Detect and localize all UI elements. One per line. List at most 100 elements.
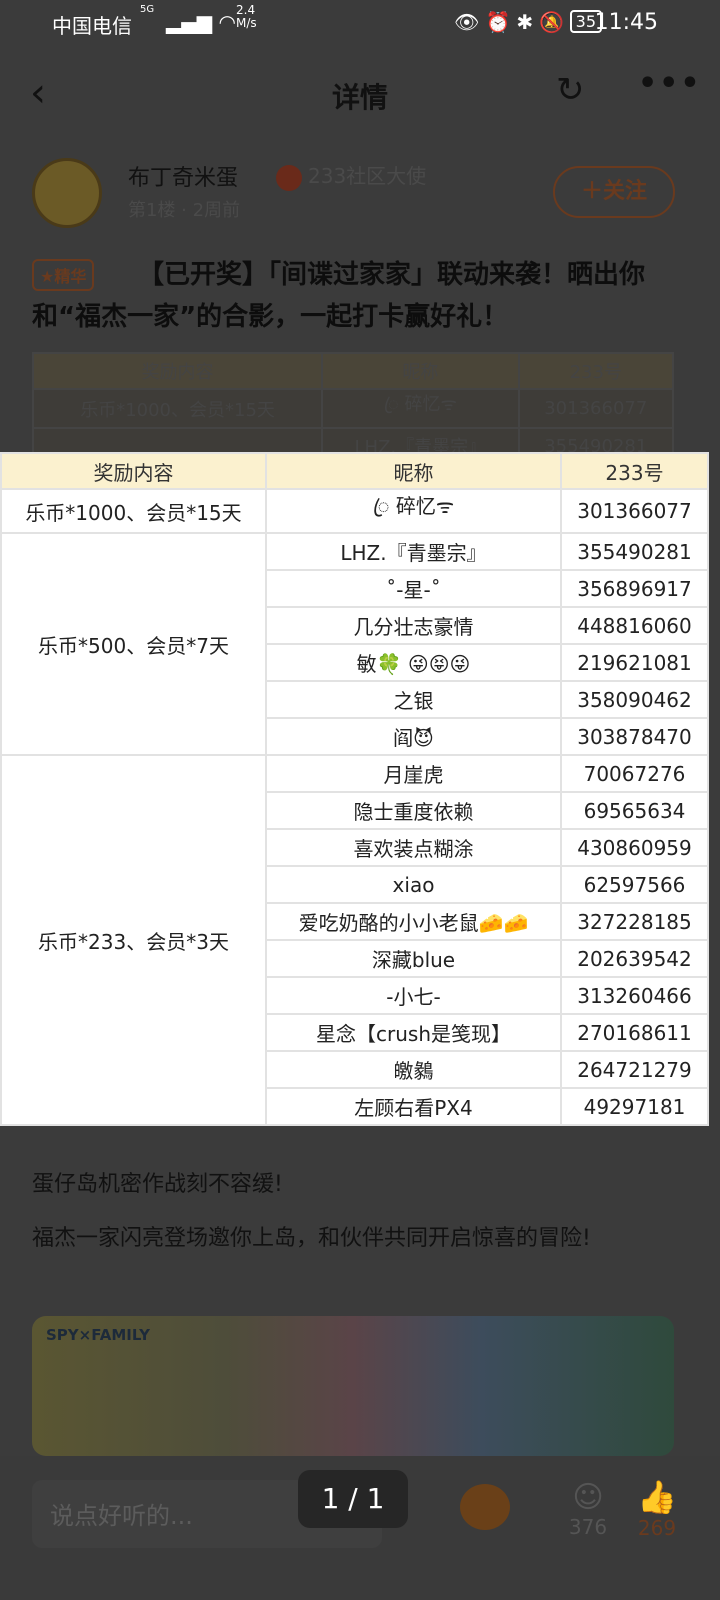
id-cell: 356896917 [560,569,709,608]
comment-count: 376 [568,1515,608,1539]
header-id: 233号 [560,452,709,490]
post-title: 【已开奖】「间谍过家家」联动来袭！晒出你和“福杰一家”的合影，一起打卡赢好礼！ [32,260,646,332]
table-row: 深藏blue 202639542 [1,939,709,978]
table-row: 左顾右看PX4 49297181 [1,1087,709,1126]
nickname-cell: 几分壮志豪情 [265,606,562,645]
bg-cell: 301366077 [517,388,675,429]
network-type: 5G [140,4,155,15]
like-button[interactable]: 👍 269 [632,1478,682,1540]
nickname-cell: 阎😈 [265,717,562,756]
nickname-cell: 喜欢装点糊涂 [265,828,562,867]
table-row: 乐币*233、会员*3天 月崖虎 70067276 [0,754,709,1126]
table-row: 隐士重度依赖 69565634 [1,791,709,830]
reward-cell: 乐币*500、会员*7天 [0,532,267,756]
page-title: 详情 [331,81,388,114]
follow-button[interactable]: ＋关注 [553,166,675,218]
nickname-cell: 星念【crush是笺现】 [265,1013,562,1052]
bg-header: 奖励内容 [31,352,324,390]
avatar[interactable] [32,158,102,228]
id-cell: 69565634 [560,791,709,830]
table-row: 乐币*500、会员*7天 LHZ.『青墨宗』 355490281 [0,532,709,756]
table-header-row: 奖励内容 昵称 233号 [0,452,709,490]
id-cell: 49297181 [560,1087,709,1126]
table-row: 喜欢装点糊涂 430860959 [1,828,709,867]
table-row: 阎😈 303878470 [1,717,709,756]
id-cell: 355490281 [560,532,709,571]
reward-table-image[interactable]: 奖励内容 昵称 233号 乐币*1000、会员*15天ꦿ 碎忆ᯤ 30136607… [0,452,709,1126]
post-meta: 第1楼 · 2周前 [128,200,241,221]
table-row: 爱吃奶酪的小小老鼠🧀🧀 327228185 [1,902,709,941]
thumbs-up-icon: 👍 [637,1478,677,1516]
comment-button[interactable]: ☺ 376 [566,1480,610,1539]
chevron-left-icon[interactable]: ‹ [30,70,46,116]
bg-header: 昵称 [321,352,520,390]
id-cell: 327228185 [560,902,709,941]
header-nickname: 昵称 [265,452,562,490]
id-cell: 303878470 [560,717,709,756]
post-paragraph: 蛋仔岛机密作战刻不容缓! [32,1172,283,1197]
id-cell: 301366077 [560,488,709,534]
table-row: 星念【crush是笺现】 270168611 [1,1013,709,1052]
nickname-cell: 左顾右看PX4 [265,1087,562,1126]
reward-cell: 乐币*1000、会员*15天 [0,488,267,534]
clock: 11:45 [594,10,658,35]
bg-cell: ꦿ 碎忆ᯤ [321,388,520,429]
bg-header: 233号 [517,352,675,390]
post-paragraph: 福杰一家闪亮登场邀你上岛，和伙伴共同开启惊喜的冒险! [32,1226,591,1251]
post-image[interactable]: SPY×FAMILY [32,1316,674,1456]
badge-icon [276,164,302,191]
bg-cell: 乐币*1000、会员*15天 [31,388,324,429]
nickname-cell: 之银 [265,680,562,719]
nickname-cell: -小七- [265,976,562,1015]
nickname-cell: 爱吃奶酪的小小老鼠🧀🧀 [265,902,562,941]
id-cell: 70067276 [560,754,709,793]
id-cell: 448816060 [560,606,709,645]
table-row: xiao 62597566 [1,865,709,904]
id-cell: 219621081 [560,643,709,682]
id-cell: 430860959 [560,828,709,867]
nickname-cell: ˚-星-˚ [265,569,562,608]
id-cell: 313260466 [560,976,709,1015]
author-badge: 233社区大使 [276,160,426,191]
banner-logo: SPY×FAMILY [46,1326,150,1344]
network-speed: 2.4 M/s [236,3,257,30]
battery: 35 [569,10,602,33]
background-table: 奖励内容 昵称 233号 乐币*1000、会员*15天ꦿ 碎忆ᯤ 301366077 … [31,352,675,465]
table-row: 乐币*1000、会员*15天ꦿ 碎忆ᯤ 301366077 [0,488,709,534]
reward-cell: 乐币*233、会员*3天 [0,754,267,1126]
table-row: 之银 358090462 [1,680,709,719]
mascot-icon[interactable] [460,1484,510,1530]
carrier: 中国电信 [52,14,132,38]
top-nav: ‹ 详情 ↻ ••• [0,60,720,126]
share-icon[interactable]: ↻ [556,70,585,110]
more-icon[interactable]: ••• [638,66,702,101]
nickname-cell: 皦鶨 [265,1050,562,1089]
nickname-cell: xiao [265,865,562,904]
id-cell: 264721279 [560,1050,709,1089]
badge-label: 233社区大使 [308,164,427,188]
status-icons: 👁⏰✱🔕 [454,10,570,34]
id-cell: 358090462 [560,680,709,719]
nickname-cell: 月崖虎 [265,754,562,793]
id-cell: 202639542 [560,939,709,978]
nickname-cell: 深藏blue [265,939,562,978]
nickname-cell: LHZ.『青墨宗』 [265,532,562,571]
comment-icon: ☺ [572,1480,604,1515]
table-row: 敏🍀 😜😝😜 219621081 [1,643,709,682]
table-row: 皦鶨 264721279 [1,1050,709,1089]
essence-tag: ★精华 [32,259,95,291]
nickname-cell: 敏🍀 😜😝😜 [265,643,562,682]
id-cell: 62597566 [560,865,709,904]
header-reward: 奖励内容 [0,452,267,490]
table-row: 几分壮志豪情 448816060 [1,606,709,645]
nickname-cell: ꦿ 碎忆ᯤ [265,488,562,534]
status-bar: 中国电信 5G ▂▄▆ ◠ 2.4 M/s 👁⏰✱🔕 35 11:45 [0,0,720,46]
table-row: -小七- 313260466 [1,976,709,1015]
id-cell: 270168611 [560,1013,709,1052]
image-pager: 1 / 1 [298,1470,408,1528]
table-row: ˚-星-˚ 356896917 [1,569,709,608]
signal-wifi-icon: ▂▄▆ ◠ [166,10,236,34]
like-count: 269 [637,1516,677,1540]
nickname-cell: 隐士重度依赖 [265,791,562,830]
author-name[interactable]: 布丁奇米蛋 [128,166,239,191]
